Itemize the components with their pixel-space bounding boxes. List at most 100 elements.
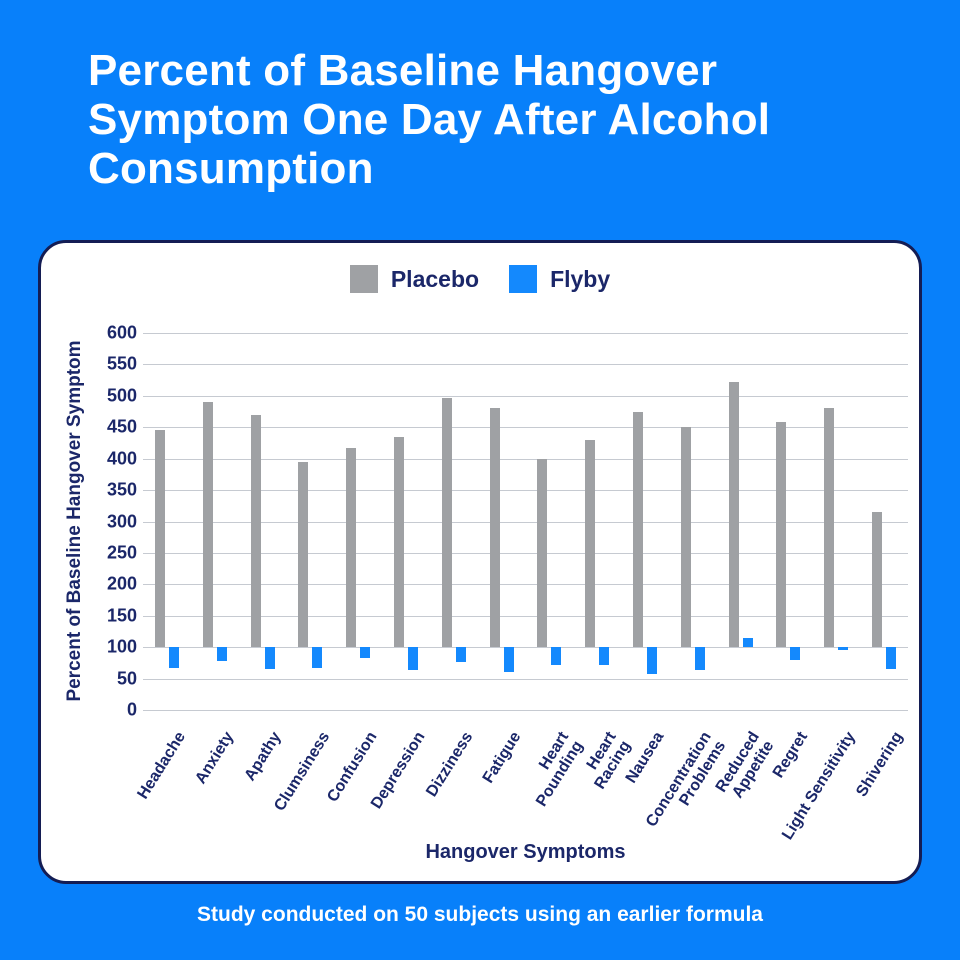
placebo-bar [298,461,309,648]
flyby-bar [455,647,466,662]
category-slot [143,333,191,710]
y-tick-label: 50 [116,668,137,689]
category-slot [478,333,526,710]
x-axis-tick-labels: Headache Anxiety Apathy Clumsiness Confusion… [135,721,908,853]
flyby-bar [647,647,658,675]
placebo-bar [537,458,548,648]
flyby-bar [216,647,227,661]
gridline-50 [143,678,908,680]
placebo-bar [441,397,452,648]
y-tick-label: 500 [106,385,137,406]
flyby-bar [168,647,179,668]
x-tick-label: Nausea [622,729,668,787]
category-slot [717,333,765,710]
page-title-line-3: Consumption [88,144,374,193]
chart-card: Placebo Flyby Percent of Baseline Hangov… [38,240,922,884]
category-slot [191,333,239,710]
placebo-swatch-icon [349,265,378,293]
placebo-bar [202,402,213,648]
x-tick-label: Fatigue [479,729,525,787]
y-axis-tick-labels: 0 50 100 150 200 250 300 350 400 450 500 550 600 [71,323,137,720]
legend-item-placebo: Placebo [349,265,480,293]
x-tick-label: Reduced Appetite [712,729,778,802]
flyby-bar [407,647,418,671]
gridline-0 [143,710,908,711]
category-slot [430,333,478,710]
y-tick-label: 350 [106,479,137,500]
gridline-150 [143,615,908,617]
chart-legend: Placebo Flyby [41,265,919,293]
flyby-bar [599,647,610,665]
placebo-bar [776,422,787,648]
gridline-300 [143,521,908,523]
flyby-bar [838,647,849,651]
category-slot [621,333,669,710]
footnote: Study conducted on 50 subjects using an … [197,903,763,926]
y-tick-label: 150 [106,605,137,626]
category-slot [669,333,717,710]
page-title-line-2: Symptom One Day After Alcohol [88,95,771,144]
y-tick-label: 550 [106,353,137,374]
placebo-bar [393,436,404,648]
placebo-bar [585,439,596,648]
category-slot [812,333,860,710]
category-slot [526,333,574,710]
flyby-bar [694,647,705,671]
y-tick-label: 400 [106,448,137,469]
legend-label-flyby: Flyby [550,265,611,292]
x-tick-label: Anxiety [192,729,238,788]
placebo-bar [489,408,500,648]
x-tick-label: Heart Pounding [532,729,587,810]
category-slot [382,333,430,710]
gridline-250 [143,552,908,554]
bar-slots [143,333,908,710]
y-tick-label: 250 [106,542,137,563]
gridline-550 [143,364,908,366]
flyby-bar [742,638,753,648]
flyby-bar [790,647,801,660]
placebo-bar [872,512,883,648]
y-tick-label: 200 [106,573,137,594]
page-title: Percent of Baseline Hangover Symptom One… [88,46,918,193]
x-tick-label: Apathy [241,729,285,785]
flyby-swatch-icon [509,265,538,293]
gridline-350 [143,490,908,492]
category-slot [334,333,382,710]
gridline-450 [143,427,908,429]
x-tick-label: Dizziness [423,729,477,800]
flyby-bar [503,647,514,673]
flyby-bar [886,647,897,670]
placebo-bar [680,427,691,648]
legend-label-placebo: Placebo [390,265,480,292]
category-slot [765,333,813,710]
placebo-bar [154,430,165,648]
y-tick-label: 300 [106,511,137,531]
y-tick-label: 450 [106,416,137,437]
flyby-bar [360,647,371,658]
category-slot [286,333,334,710]
x-axis-title: Hangover Symptoms [425,841,626,863]
category-slot [239,333,287,710]
gridline-500 [143,395,908,397]
flyby-bar [312,647,323,668]
legend-item-flyby: Flyby [509,265,610,293]
placebo-bar [824,408,835,648]
placebo-bar [633,412,644,648]
x-tick-label: Headache [134,729,190,803]
gridline-200 [143,584,908,586]
placebo-bar [346,447,357,648]
x-tick-label: Heart Racing [583,729,635,793]
gridline-600 [143,333,908,334]
plot-area [143,333,908,711]
y-tick-label: 600 [106,322,137,343]
gridline-400 [143,458,908,460]
placebo-bar [250,414,261,648]
y-tick-label: 0 [126,699,137,720]
x-tick-label: Regret [769,729,811,781]
x-tick-label: Shivering [853,729,907,800]
category-slot [860,333,908,710]
placebo-bar [728,382,739,648]
y-tick-label: 100 [106,636,137,657]
page-title-line-1: Percent of Baseline Hangover [88,46,718,95]
category-slot [573,333,621,710]
